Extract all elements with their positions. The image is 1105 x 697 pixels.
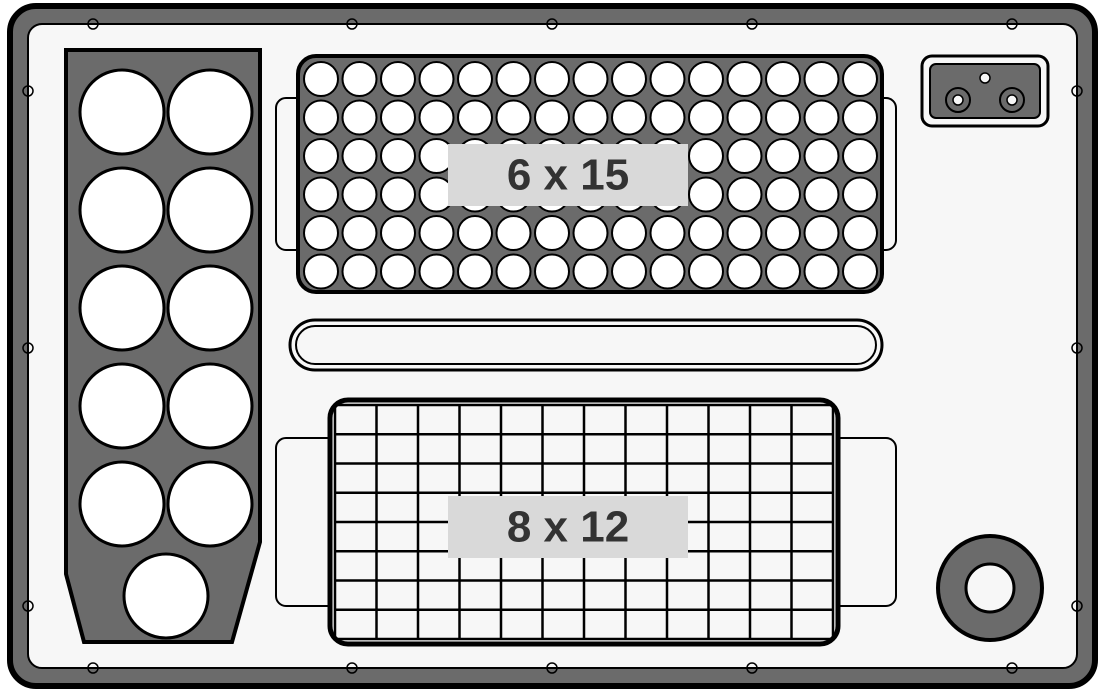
rack-top-well — [343, 101, 377, 135]
rack-top-well — [304, 62, 338, 96]
connector-dot — [980, 73, 990, 83]
rack-top-well — [843, 255, 877, 289]
rack-top-well — [304, 178, 338, 212]
rack-top-well — [497, 101, 531, 135]
rack-top-well — [343, 62, 377, 96]
rack-top-well — [805, 178, 839, 212]
rack-top-well — [689, 216, 723, 250]
rack-top-label: 6 x 15 — [507, 151, 629, 200]
large-tube-hole — [80, 70, 164, 154]
connector-pin-inner — [1007, 95, 1017, 105]
rack-top-well — [420, 255, 454, 289]
large-tube-hole — [80, 168, 164, 252]
rack-top-well — [689, 139, 723, 173]
rack-top-well — [458, 255, 492, 289]
rack-top-well — [766, 255, 800, 289]
rack-top-well — [574, 62, 608, 96]
rack-top-well — [535, 216, 569, 250]
rack-top-well — [805, 62, 839, 96]
rack-top-well — [651, 255, 685, 289]
large-tube-hole — [124, 554, 208, 638]
rack-top-well — [304, 255, 338, 289]
large-tube-hole — [168, 364, 252, 448]
rack-top-well — [381, 62, 415, 96]
rack-top-well — [805, 216, 839, 250]
rack-top-well — [728, 101, 762, 135]
rack-top-well — [458, 62, 492, 96]
rack-top-well — [766, 178, 800, 212]
rack-top-well — [381, 139, 415, 173]
rack-top-well — [651, 62, 685, 96]
rack-top-well — [458, 101, 492, 135]
rack-top-well — [343, 139, 377, 173]
rack-top-well — [843, 101, 877, 135]
rack-top-well — [728, 178, 762, 212]
rack-top-well — [689, 62, 723, 96]
rack-top-well — [612, 255, 646, 289]
rack-top-well — [535, 101, 569, 135]
rack-top-well — [843, 216, 877, 250]
rack-top-well — [728, 216, 762, 250]
rack-top-well — [728, 139, 762, 173]
connector-inner — [930, 64, 1040, 118]
rack-top-well — [612, 62, 646, 96]
rack-top-well — [381, 255, 415, 289]
rack-top-well — [612, 216, 646, 250]
rack-top-well — [535, 255, 569, 289]
rack-top-well — [381, 101, 415, 135]
rack-top-well — [766, 139, 800, 173]
rack-top-well — [651, 101, 685, 135]
large-tube-hole — [168, 70, 252, 154]
rack-top-well — [497, 216, 531, 250]
rack-top-well — [343, 255, 377, 289]
rack-top-well — [728, 62, 762, 96]
large-tube-hole — [80, 266, 164, 350]
rack-top-well — [574, 216, 608, 250]
large-tube-hole — [80, 462, 164, 546]
rack-top-well — [728, 255, 762, 289]
rack-top-well — [689, 101, 723, 135]
rack-bottom-label: 8 x 12 — [507, 503, 629, 552]
rack-top-well — [381, 216, 415, 250]
rack-top-well — [843, 62, 877, 96]
rack-top-well — [420, 62, 454, 96]
rack-top-well — [343, 216, 377, 250]
rack-top-well — [343, 178, 377, 212]
rack-top-well — [304, 101, 338, 135]
rack-top-well — [843, 139, 877, 173]
large-tube-hole — [168, 266, 252, 350]
rack-top-well — [535, 62, 569, 96]
rack-top-well — [304, 216, 338, 250]
rack-top-well — [843, 178, 877, 212]
knob-inner — [966, 564, 1014, 612]
large-tube-hole — [168, 462, 252, 546]
rack-top-well — [574, 101, 608, 135]
rack-top-well — [805, 101, 839, 135]
connector-pin-inner — [953, 95, 963, 105]
rack-top-well — [689, 178, 723, 212]
rack-top-well — [766, 216, 800, 250]
rack-top-well — [458, 216, 492, 250]
rack-top-well — [689, 255, 723, 289]
rack-top-well — [420, 101, 454, 135]
large-tube-hole — [168, 168, 252, 252]
rack-top-well — [420, 216, 454, 250]
rack-top-well — [304, 139, 338, 173]
rack-top-well — [497, 255, 531, 289]
rack-top-well — [612, 101, 646, 135]
rack-top-well — [651, 216, 685, 250]
rack-top-well — [805, 255, 839, 289]
rack-top-well — [766, 62, 800, 96]
rack-top-well — [574, 255, 608, 289]
slot-bar-outer — [290, 320, 882, 370]
rack-top-well — [805, 139, 839, 173]
rack-top-well — [497, 62, 531, 96]
rack-top-well — [766, 101, 800, 135]
rack-top-well — [381, 178, 415, 212]
large-tube-hole — [80, 364, 164, 448]
